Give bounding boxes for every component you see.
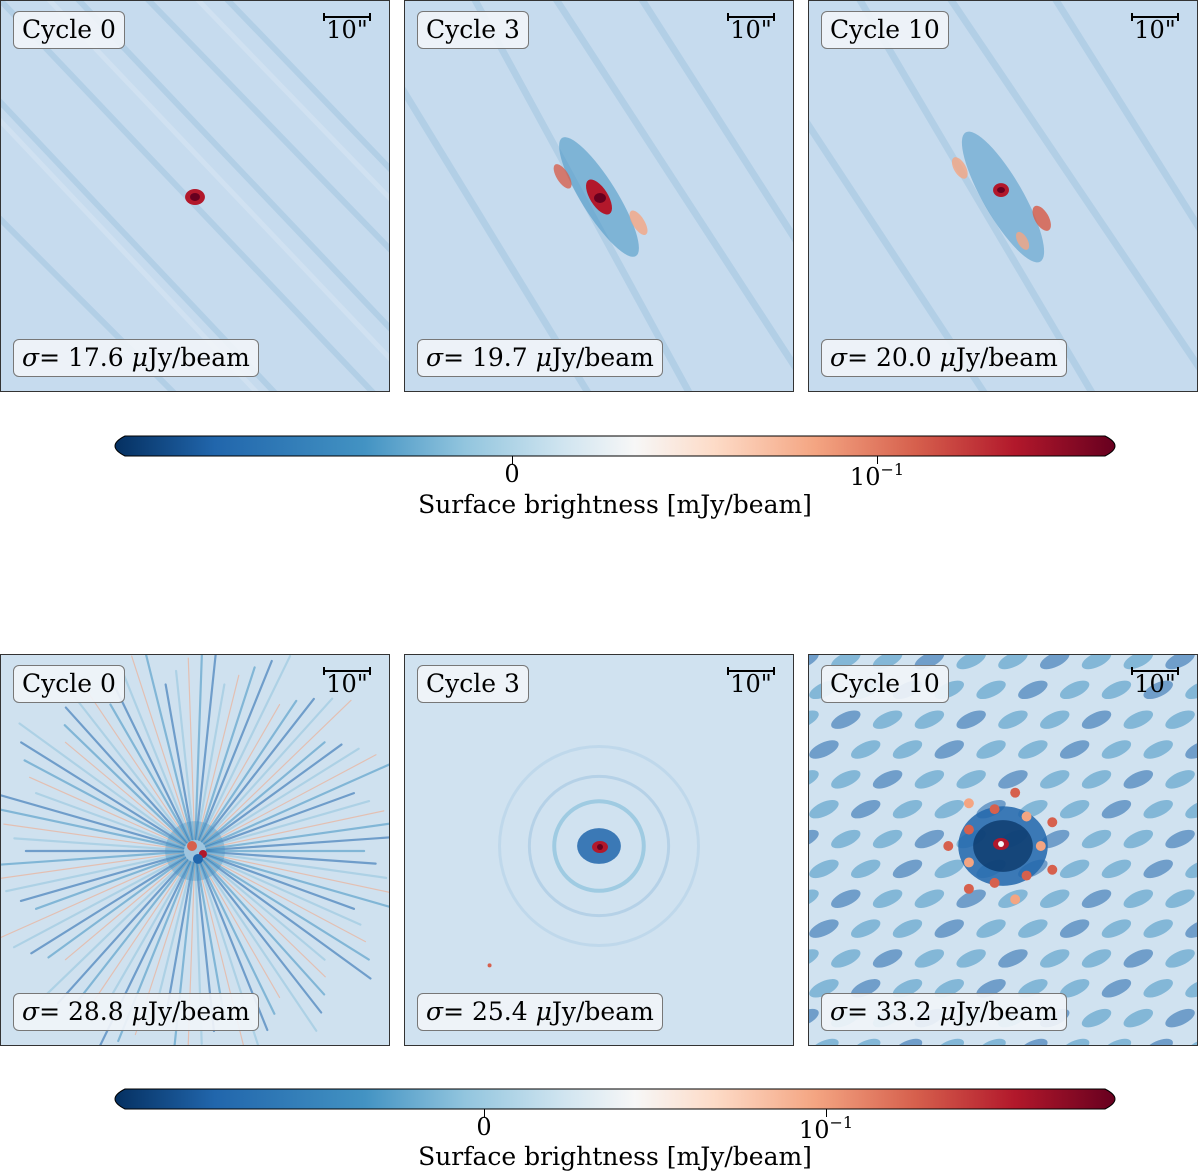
image-panel-top-cycle10: Cycle 10 10" σ= 20.0 μJy/beam — [808, 0, 1198, 392]
radio-image-top-cycle0 — [1, 1, 389, 391]
colorbar-title: Surface brightness [mJy/beam] — [418, 1142, 812, 1171]
colorbar-top — [105, 435, 1125, 457]
noise-label: σ= 17.6 μJy/beam — [13, 339, 259, 377]
noise-label: σ= 20.0 μJy/beam — [821, 339, 1067, 377]
image-panel-top-cycle3: Cycle 3 10" σ= 19.7 μJy/beam — [404, 0, 794, 392]
noise-label: σ= 28.8 μJy/beam — [13, 993, 259, 1031]
cycle-label: Cycle 10 — [821, 11, 949, 49]
cycle-label: Cycle 10 — [821, 665, 949, 703]
radio-image-bottom-cycle10 — [809, 655, 1197, 1045]
colorbar-tick-zero: 0 — [504, 460, 520, 488]
scale-bar-label: 10" — [730, 16, 772, 44]
image-panel-bottom-cycle0: Cycle 0 10" σ= 28.8 μJy/beam — [0, 654, 390, 1046]
colorbar-tick-zero: 0 — [476, 1113, 492, 1141]
scale-bar-label: 10" — [326, 16, 368, 44]
radio-image-bottom-cycle0 — [1, 655, 389, 1045]
cycle-label: Cycle 0 — [13, 665, 125, 703]
noise-label: σ= 33.2 μJy/beam — [821, 993, 1067, 1031]
scale-bar: 10" — [323, 13, 371, 43]
scale-bar: 10" — [727, 667, 775, 697]
colorbar-tick-exp: 10−1 — [798, 1113, 854, 1144]
scale-bar-label: 10" — [1134, 16, 1176, 44]
radio-image-bottom-cycle3 — [405, 655, 793, 1045]
image-panel-top-cycle0: Cycle 0 10" σ= 17.6 μJy/beam — [0, 0, 390, 392]
noise-label: σ= 25.4 μJy/beam — [417, 993, 663, 1031]
scale-bar-label: 10" — [1134, 670, 1176, 698]
scale-bar: 10" — [1131, 667, 1179, 697]
scale-bar: 10" — [727, 13, 775, 43]
scale-bar-label: 10" — [730, 670, 772, 698]
scale-bar-label: 10" — [326, 670, 368, 698]
image-panel-bottom-cycle10: Cycle 10 10" σ= 33.2 μJy/beam — [808, 654, 1198, 1046]
cycle-label: Cycle 3 — [417, 11, 529, 49]
colorbar-tick-exp: 10−1 — [849, 460, 905, 491]
colorbar-bottom — [105, 1088, 1125, 1110]
noise-label: σ= 19.7 μJy/beam — [417, 339, 663, 377]
scale-bar: 10" — [323, 667, 371, 697]
cycle-label: Cycle 0 — [13, 11, 125, 49]
scale-bar: 10" — [1131, 13, 1179, 43]
radio-image-top-cycle10 — [809, 1, 1197, 391]
radio-image-top-cycle3 — [405, 1, 793, 391]
colorbar-title: Surface brightness [mJy/beam] — [418, 490, 812, 519]
image-panel-bottom-cycle3: Cycle 3 10" σ= 25.4 μJy/beam — [404, 654, 794, 1046]
cycle-label: Cycle 3 — [417, 665, 529, 703]
